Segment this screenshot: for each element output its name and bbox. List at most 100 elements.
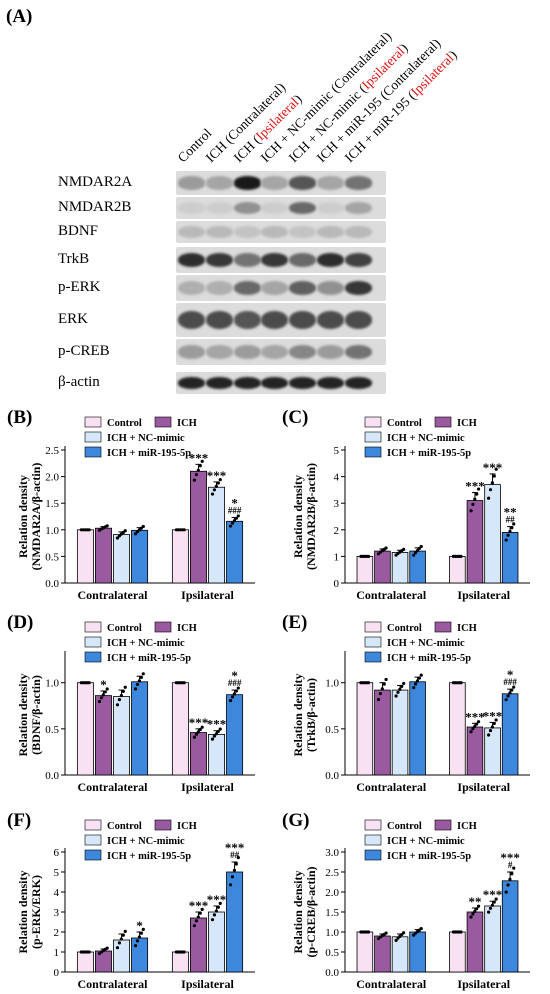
data-point: [475, 722, 479, 726]
blot-band: [344, 201, 372, 215]
bar: [391, 936, 409, 973]
legend-swatch: [84, 651, 102, 663]
bar: [208, 911, 225, 973]
data-point: [101, 526, 105, 530]
data-point: [384, 677, 388, 682]
data-point: [194, 472, 198, 477]
data-point: [380, 687, 384, 691]
data-point: [85, 950, 89, 954]
legend-label: Control: [387, 418, 422, 429]
data-point: [413, 931, 418, 935]
data-point: [137, 679, 142, 683]
data-point: [394, 694, 398, 698]
data-point: [476, 487, 481, 491]
data-point: [236, 686, 240, 690]
bar: [189, 470, 207, 584]
significance-hash: ###: [228, 678, 242, 688]
data-point: [232, 519, 237, 523]
data-point: [492, 900, 496, 904]
legend-label: ICH + miR-195-5p: [387, 851, 471, 862]
legend-swatch: [364, 834, 382, 846]
data-point: [512, 685, 516, 689]
legend-label: ICH: [457, 821, 477, 832]
data-point: [137, 935, 142, 939]
blot-band: [233, 176, 261, 190]
blot-band: [344, 344, 372, 360]
data-point: [382, 547, 386, 551]
y-axis-label: Relation density: [16, 475, 30, 558]
data-point: [174, 528, 178, 532]
data-point: [510, 526, 514, 530]
bar: [356, 682, 374, 776]
y-tick-label: 2: [54, 927, 60, 939]
western-blot-panel: (A) Control ICH (Contralateral) ICH (Ipsil…: [0, 0, 550, 400]
data-point: [363, 681, 367, 685]
y-tick-label: 0: [54, 967, 60, 979]
data-point: [475, 907, 479, 911]
blot-row-label: TrkB: [58, 251, 90, 267]
x-category-label: Contralateral: [356, 780, 427, 794]
data-point: [133, 532, 138, 536]
data-point: [139, 931, 143, 935]
legend-swatch: [364, 621, 382, 633]
data-point: [469, 509, 473, 513]
panel-label: (D): [7, 612, 33, 633]
data-point: [382, 682, 386, 686]
data-point: [115, 946, 120, 950]
legend-swatch: [84, 621, 102, 633]
data-point: [99, 950, 103, 954]
legend-swatch: [434, 819, 452, 831]
bar: [449, 682, 466, 776]
blot-band: [344, 225, 372, 239]
data-point: [192, 924, 197, 928]
y-tick-label: 1: [334, 551, 340, 563]
blot-band: [261, 225, 289, 239]
blot-band: [344, 310, 372, 330]
data-point: [419, 544, 423, 549]
data-point: [174, 950, 178, 954]
data-point: [230, 875, 235, 879]
data-point: [378, 935, 383, 939]
y-tick-label: 1.5: [45, 498, 59, 510]
data-point: [83, 950, 87, 954]
x-category-label: Contralateral: [356, 977, 427, 991]
data-point: [455, 681, 459, 685]
data-point: [378, 550, 383, 554]
legend-label: ICH + miR-195-5p: [107, 653, 191, 664]
x-category-label: Contralateral: [78, 977, 149, 991]
data-point: [176, 528, 180, 532]
bar: [484, 905, 501, 973]
data-point: [419, 926, 423, 931]
blot-band: [178, 201, 205, 215]
y-tick-label: 1.0: [45, 525, 59, 537]
data-point: [182, 528, 186, 532]
y-axis-label: Relation density: [291, 475, 305, 558]
data-point: [135, 939, 140, 943]
y-axis-label: (NMDAR2A/β-actin): [29, 463, 43, 571]
y-tick-label: 2.5: [325, 867, 339, 879]
data-point: [200, 459, 204, 463]
x-category-label: Ipsilateral: [181, 977, 234, 991]
data-point: [218, 477, 222, 482]
y-tick-label: 0.5: [325, 724, 339, 736]
y-axis-label: (BDNF/β-actin): [29, 675, 43, 755]
data-point: [359, 554, 363, 559]
data-point: [413, 682, 418, 686]
data-point: [396, 936, 400, 940]
significance-hash: #: [508, 860, 513, 870]
bar: [449, 556, 466, 584]
data-point: [366, 554, 371, 559]
bar: [189, 917, 207, 973]
bar: [95, 695, 112, 776]
data-point: [398, 687, 402, 691]
y-tick-label: 0.5: [45, 551, 59, 563]
data-point: [366, 681, 371, 685]
significance-star: *: [136, 918, 143, 933]
data-point: [218, 901, 222, 905]
data-point: [400, 684, 404, 688]
bar: [356, 556, 374, 584]
significance-star: ***: [207, 717, 227, 732]
data-point: [200, 725, 204, 729]
data-point: [178, 681, 182, 685]
data-point: [182, 950, 186, 954]
